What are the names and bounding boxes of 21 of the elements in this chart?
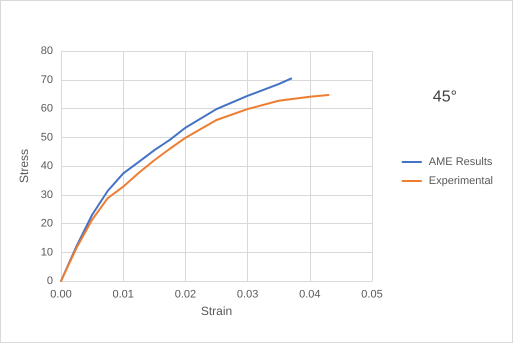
- x-tick-label: 0.05: [361, 288, 383, 300]
- y-tick-label: 50: [40, 131, 53, 144]
- y-tick-label: 20: [40, 218, 53, 230]
- x-tick-label: 0.03: [236, 288, 258, 300]
- y-tick-label: 0: [46, 275, 53, 287]
- x-tick-label: 0.01: [112, 288, 134, 300]
- y-tick-label: 60: [40, 102, 53, 114]
- x-tick-label: 0.00: [50, 288, 72, 300]
- text: 45°: [432, 88, 458, 106]
- y-tick-label: 80: [40, 45, 53, 57]
- x-axis-title: Strain: [200, 304, 232, 318]
- x-tick-label: 0.04: [299, 288, 321, 300]
- legend-label: AME Results: [428, 156, 493, 168]
- y-tick-label: 30: [40, 188, 53, 201]
- y-axis-title: Stress: [16, 148, 31, 184]
- y-tick-label: 10: [40, 246, 53, 258]
- y-tick-label: 70: [40, 74, 53, 86]
- y-tick-label: 40: [40, 160, 53, 172]
- x-tick-label: 0.02: [174, 288, 196, 300]
- line-series: [60, 94, 330, 282]
- legend-label: Experimental: [428, 175, 494, 187]
